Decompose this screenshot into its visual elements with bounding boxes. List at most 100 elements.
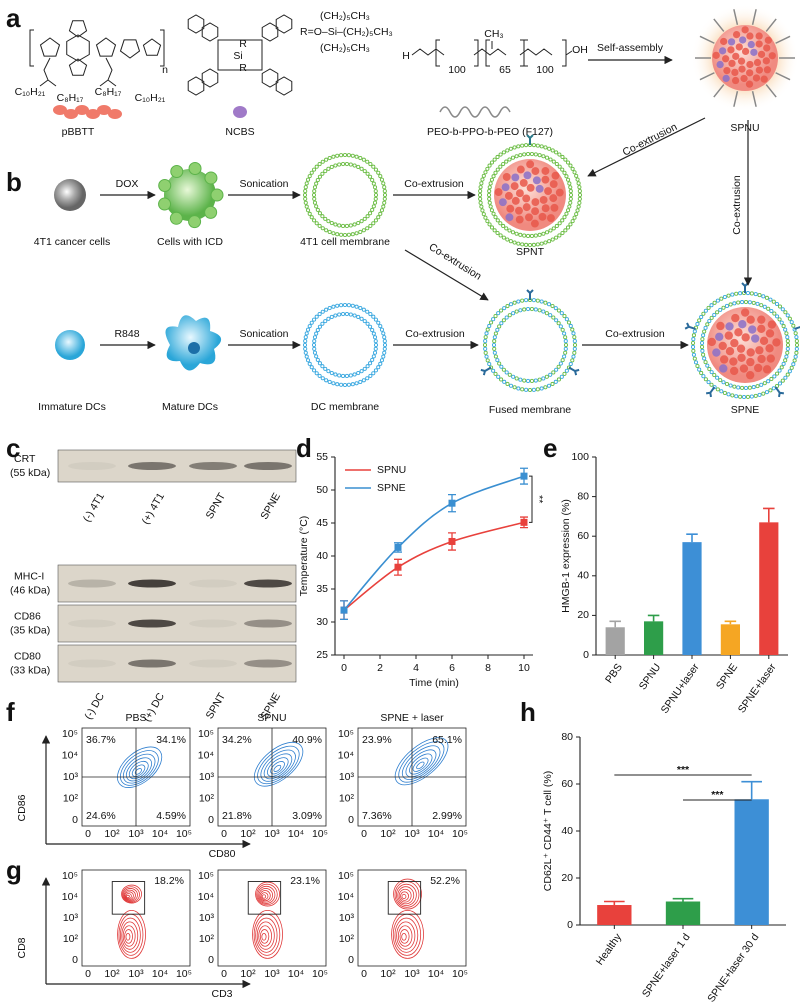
spnt-membrane-lipid (527, 242, 533, 248)
flow-tick-label: 10² (339, 792, 355, 804)
fused-membrane-lipid (550, 303, 555, 309)
contour (125, 932, 131, 941)
gate-value: 23.1% (290, 875, 320, 887)
dc-membrane-lipid (324, 307, 329, 312)
dc-membrane-lipid (362, 319, 367, 324)
dc-membrane-lipid (376, 365, 381, 370)
surfactant (775, 35, 791, 44)
spnt-membrane-lipid (501, 223, 506, 229)
spne-membrane-lipid (768, 388, 773, 393)
bar (665, 901, 701, 925)
spnt-dot (510, 182, 519, 191)
tumor-membrane-lipid (358, 229, 363, 235)
spnt-membrane-lipid (505, 148, 510, 153)
spne-membrane-lipid (745, 394, 751, 399)
blot-band (128, 659, 176, 668)
spnt-membrane-lipid (487, 222, 492, 227)
dc-membrane-lipid (379, 327, 385, 332)
fused-membrane-lipid (562, 314, 567, 319)
tumor-membrane-lipid (358, 155, 363, 161)
flow-tick-label: 10³ (63, 771, 79, 783)
dc-membrane-lipid (326, 369, 331, 374)
spnu-dot (722, 55, 730, 63)
dc-membrane-lipid (379, 358, 385, 363)
spne-membrane-lipid (736, 385, 741, 390)
spne-membrane-lipid (789, 365, 794, 370)
spne-membrane-lipid (761, 391, 766, 396)
structure-text: H (402, 50, 410, 62)
dc-membrane-lipid (382, 346, 387, 351)
fused-membrane-lipid (520, 387, 525, 392)
spne-membrane-lipid (780, 307, 785, 312)
fused-membrane-lipid (493, 354, 498, 359)
tumor-membrane-lipid (309, 215, 314, 220)
spne-membrane-lipid (757, 392, 762, 397)
dc-membrane-lipid (358, 379, 363, 385)
spnt-membrane-lipid (498, 233, 503, 238)
x-axis-label: Time (min) (409, 677, 459, 689)
spnt-membrane-lipid (543, 240, 548, 245)
spne-dot (719, 364, 728, 373)
dc-membrane-lipid (320, 364, 325, 369)
spne-membrane-lipid (785, 313, 790, 318)
dc-membrane-lipid (378, 361, 383, 366)
arrow (404, 249, 489, 301)
fused-membrane-lipid (491, 317, 496, 322)
structure-text: CH₃ (484, 28, 503, 40)
fused-membrane-lipid (563, 342, 569, 348)
spnt-membrane-lipid (568, 192, 574, 198)
spne-membrane-lipid (772, 311, 777, 316)
spne-membrane-lipid (709, 315, 714, 320)
spne-membrane-lipid (794, 342, 800, 348)
spnt-membrane-lipid (535, 143, 540, 148)
spne-dot (725, 347, 735, 356)
contour (266, 757, 289, 777)
flow-tick-label: 10³ (404, 828, 420, 840)
spne-membrane-lipid (793, 354, 798, 359)
tumor-membrane-lipid (378, 211, 383, 216)
spne-membrane-lipid (792, 358, 797, 363)
tumor-membrane-lipid (373, 189, 378, 194)
spne-membrane-lipid (692, 329, 697, 334)
fused-membrane-lipid (550, 381, 555, 387)
fused-membrane-lipid (505, 303, 510, 309)
dc-membrane-lipid (342, 302, 348, 308)
dc-membrane-lipid (365, 309, 370, 314)
spnt-membrane-lipid (514, 154, 519, 159)
tumor-membrane-lipid (335, 232, 340, 237)
cancer-cell (54, 179, 86, 211)
tumor-membrane-lipid (373, 196, 378, 201)
spnu-dot (731, 68, 739, 77)
tumor-membrane-lipid (312, 200, 318, 205)
spne-membrane-lipid (749, 394, 754, 399)
tumor-membrane-lipid (378, 174, 383, 179)
spnt-membrane-lipid (501, 161, 506, 167)
spne-dot (737, 353, 746, 362)
fused-membrane-lipid (563, 339, 568, 344)
spnt-membrane-lipid (489, 177, 494, 182)
fused-membrane-lipid (543, 300, 548, 305)
structure-text: C₁₀H₂₁ (135, 92, 166, 104)
spnt-membrane-lipid (543, 145, 548, 150)
spnt-dot (538, 212, 547, 221)
dc-nucleus (188, 342, 200, 354)
spne-membrane-lipid (705, 363, 710, 368)
contour (412, 757, 429, 772)
flow-tick-label: 10³ (128, 968, 144, 980)
axis (334, 457, 533, 656)
tumor-membrane-lipid (315, 207, 320, 212)
dc-membrane-lipid (371, 354, 376, 359)
spne-membrane-lipid (701, 374, 706, 379)
spne-membrane-lipid (693, 360, 699, 365)
flow-tick-label: 10³ (128, 828, 144, 840)
contour (273, 764, 282, 772)
lane-label: SPNE (258, 491, 283, 522)
fused-membrane-lipid (493, 314, 498, 319)
spne-dot (772, 338, 781, 347)
panel-label: f (6, 697, 15, 727)
spne-membrane-lipid (707, 318, 712, 324)
y-tick-label: 30 (316, 616, 328, 628)
dc-membrane-lipid (342, 382, 348, 388)
dc-membrane-lipid (368, 312, 373, 317)
